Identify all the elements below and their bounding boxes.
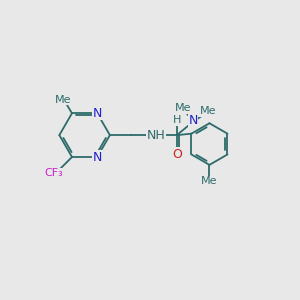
Text: H: H bbox=[172, 115, 181, 125]
Text: Me: Me bbox=[200, 106, 216, 116]
Text: N: N bbox=[93, 151, 102, 164]
Text: CF₃: CF₃ bbox=[45, 168, 64, 178]
Text: Me: Me bbox=[201, 176, 218, 186]
Text: N: N bbox=[188, 114, 198, 127]
Text: Me: Me bbox=[55, 95, 71, 105]
Text: NH: NH bbox=[147, 129, 166, 142]
Text: O: O bbox=[172, 148, 182, 161]
Text: N: N bbox=[93, 107, 102, 120]
Text: Me: Me bbox=[174, 103, 191, 113]
